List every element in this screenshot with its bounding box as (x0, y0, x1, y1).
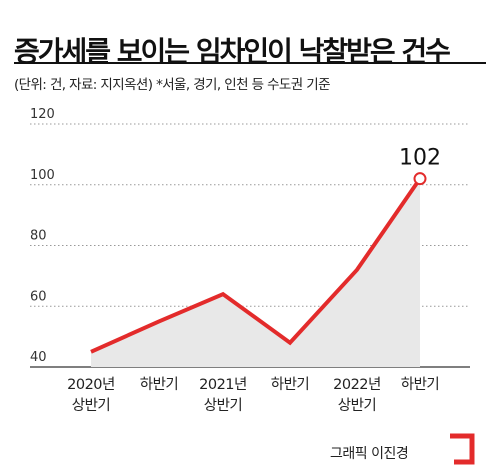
x-tick-label: 하반기 (271, 376, 310, 393)
x-tick-label: 2022년 (333, 376, 381, 393)
x-tick-label: 2020년 (67, 376, 115, 393)
y-tick-label: 120 (30, 107, 55, 122)
y-tick-label: 80 (30, 229, 47, 244)
y-tick-label: 40 (30, 350, 47, 365)
y-tick-label: 100 (30, 168, 55, 183)
y-tick-label: 60 (30, 289, 47, 304)
end-point-marker (413, 172, 427, 186)
x-tick-label: 상반기 (72, 397, 111, 414)
series-line (90, 177, 422, 354)
data-label: 102 (399, 146, 441, 171)
line-layer (90, 172, 427, 354)
red-bracket-logo-icon (450, 433, 475, 465)
area-layer (91, 178, 420, 367)
x-tick-label: 하반기 (140, 376, 179, 393)
x-tick-label: 2021년 (199, 376, 247, 393)
chart-subtitle: (단위: 건, 자료: 지지옥션) *서울, 경기, 인천 등 수도권 기준 (14, 77, 331, 93)
x-tick-label: 하반기 (401, 376, 440, 393)
x-tick-label: 상반기 (338, 397, 377, 414)
x-tick-label: 상반기 (204, 397, 243, 414)
graphic-credit: 그래픽 이진경 (330, 446, 409, 462)
title-divider (14, 62, 486, 64)
area-fill (91, 178, 420, 367)
